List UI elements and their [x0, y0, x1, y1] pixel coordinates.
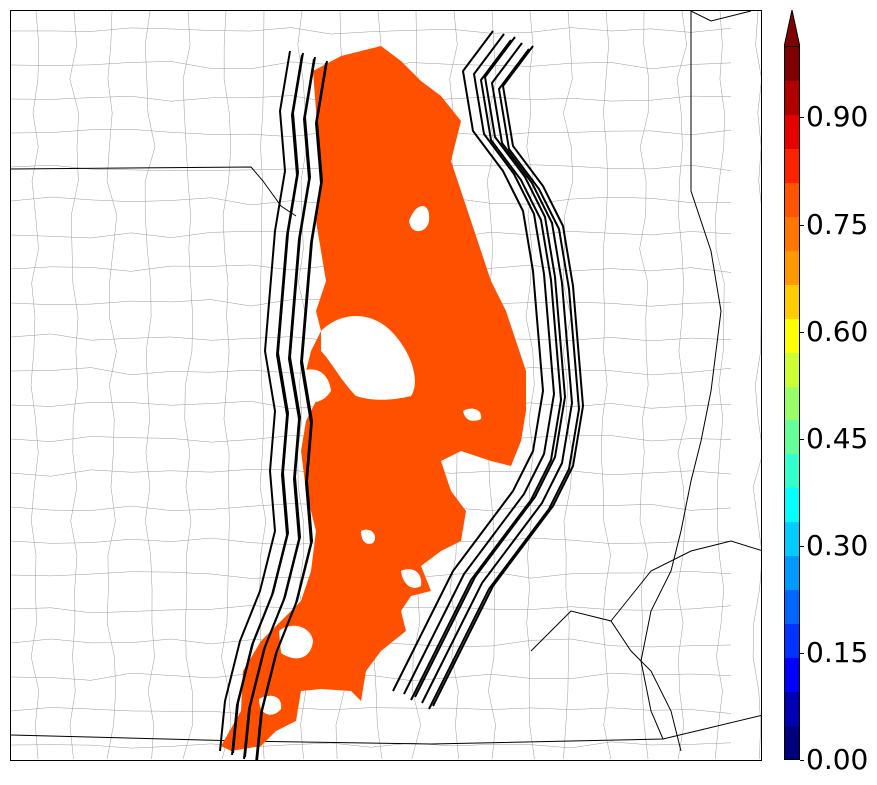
county-line — [525, 11, 535, 760]
county-line — [106, 11, 118, 760]
colorbar-band — [785, 589, 799, 624]
ensemble-outline-east — [403, 33, 556, 695]
colorbar-tick-label: 0.45 — [806, 421, 869, 455]
county-line — [69, 11, 79, 760]
county-line — [11, 707, 732, 715]
county-line — [144, 11, 156, 760]
county-line — [676, 11, 687, 760]
colorbar-band — [785, 555, 799, 590]
county-line — [11, 672, 732, 681]
colorbar-band — [785, 386, 799, 421]
ensemble-outline-east — [410, 39, 563, 701]
colorbar-tick-label: 0.30 — [806, 528, 869, 562]
colorbar-tick-mark — [800, 760, 804, 761]
colorbar-band — [785, 487, 799, 523]
county-line — [11, 741, 732, 749]
state-boundaries — [11, 11, 761, 752]
colorbar-tick-mark — [800, 545, 804, 547]
colorbar-tick-mark — [800, 224, 804, 226]
ensemble-outline-west — [219, 50, 291, 752]
colorbar-band — [785, 80, 799, 116]
state-border-south — [11, 714, 761, 745]
colorbar-band — [785, 114, 799, 150]
map-panel — [10, 10, 762, 761]
ensemble-outline-west — [255, 62, 327, 760]
county-line — [30, 11, 40, 760]
colorbar-tick-mark — [800, 438, 804, 440]
ensemble-outline-east — [432, 45, 585, 707]
ensemble-outline-east — [414, 36, 567, 698]
colorbar-tick-label: 0.75 — [806, 207, 869, 241]
colorbar — [784, 46, 800, 760]
county-line — [601, 11, 612, 760]
county-line — [259, 11, 267, 760]
county-line — [714, 11, 725, 760]
colorbar-band — [785, 521, 799, 557]
colorbar-tick-label: 0.15 — [806, 635, 869, 669]
colorbar-tick-mark — [800, 117, 804, 119]
ensemble-contours — [219, 30, 585, 760]
county-line — [639, 11, 650, 760]
state-border-northeast — [690, 11, 752, 22]
colorbar-band — [785, 284, 799, 319]
map-svg — [11, 11, 761, 760]
colorbar-band — [785, 657, 799, 692]
ensemble-outline-east — [392, 30, 545, 692]
state-border-north — [11, 166, 297, 217]
colorbar-band — [785, 216, 799, 251]
colorbar-band — [785, 453, 799, 489]
colorbar-band — [785, 250, 799, 285]
colorbar-band — [785, 148, 799, 184]
colorbar-band — [785, 419, 799, 455]
colorbar-extend-arrow — [784, 10, 800, 47]
colorbar-band — [785, 623, 799, 658]
colorbar-tick-label: 0.00 — [806, 743, 869, 776]
colorbar-band — [785, 47, 799, 82]
county-line — [221, 11, 232, 760]
county-line — [752, 11, 761, 760]
ensemble-outline-east — [421, 42, 574, 704]
river-east — [530, 540, 761, 752]
colorbar-tick-mark — [800, 331, 804, 333]
colorbar-tick-label: 0.90 — [806, 100, 869, 134]
ensemble-outline-west — [243, 58, 315, 760]
colorbar-band — [785, 318, 799, 353]
colorbar-tick-label: 0.60 — [806, 314, 869, 348]
colorbar-band — [785, 182, 799, 217]
colorbar-tick-mark — [800, 652, 804, 654]
ensemble-outline-east — [428, 48, 581, 710]
county-line — [562, 11, 573, 760]
colorbar-band — [785, 352, 799, 387]
ensemble-outline-west — [231, 54, 303, 756]
probability-shading — [221, 46, 526, 751]
colorbar-band — [785, 691, 799, 726]
county-line — [182, 11, 193, 760]
colorbar-band — [785, 725, 799, 760]
county-line — [11, 27, 732, 35]
